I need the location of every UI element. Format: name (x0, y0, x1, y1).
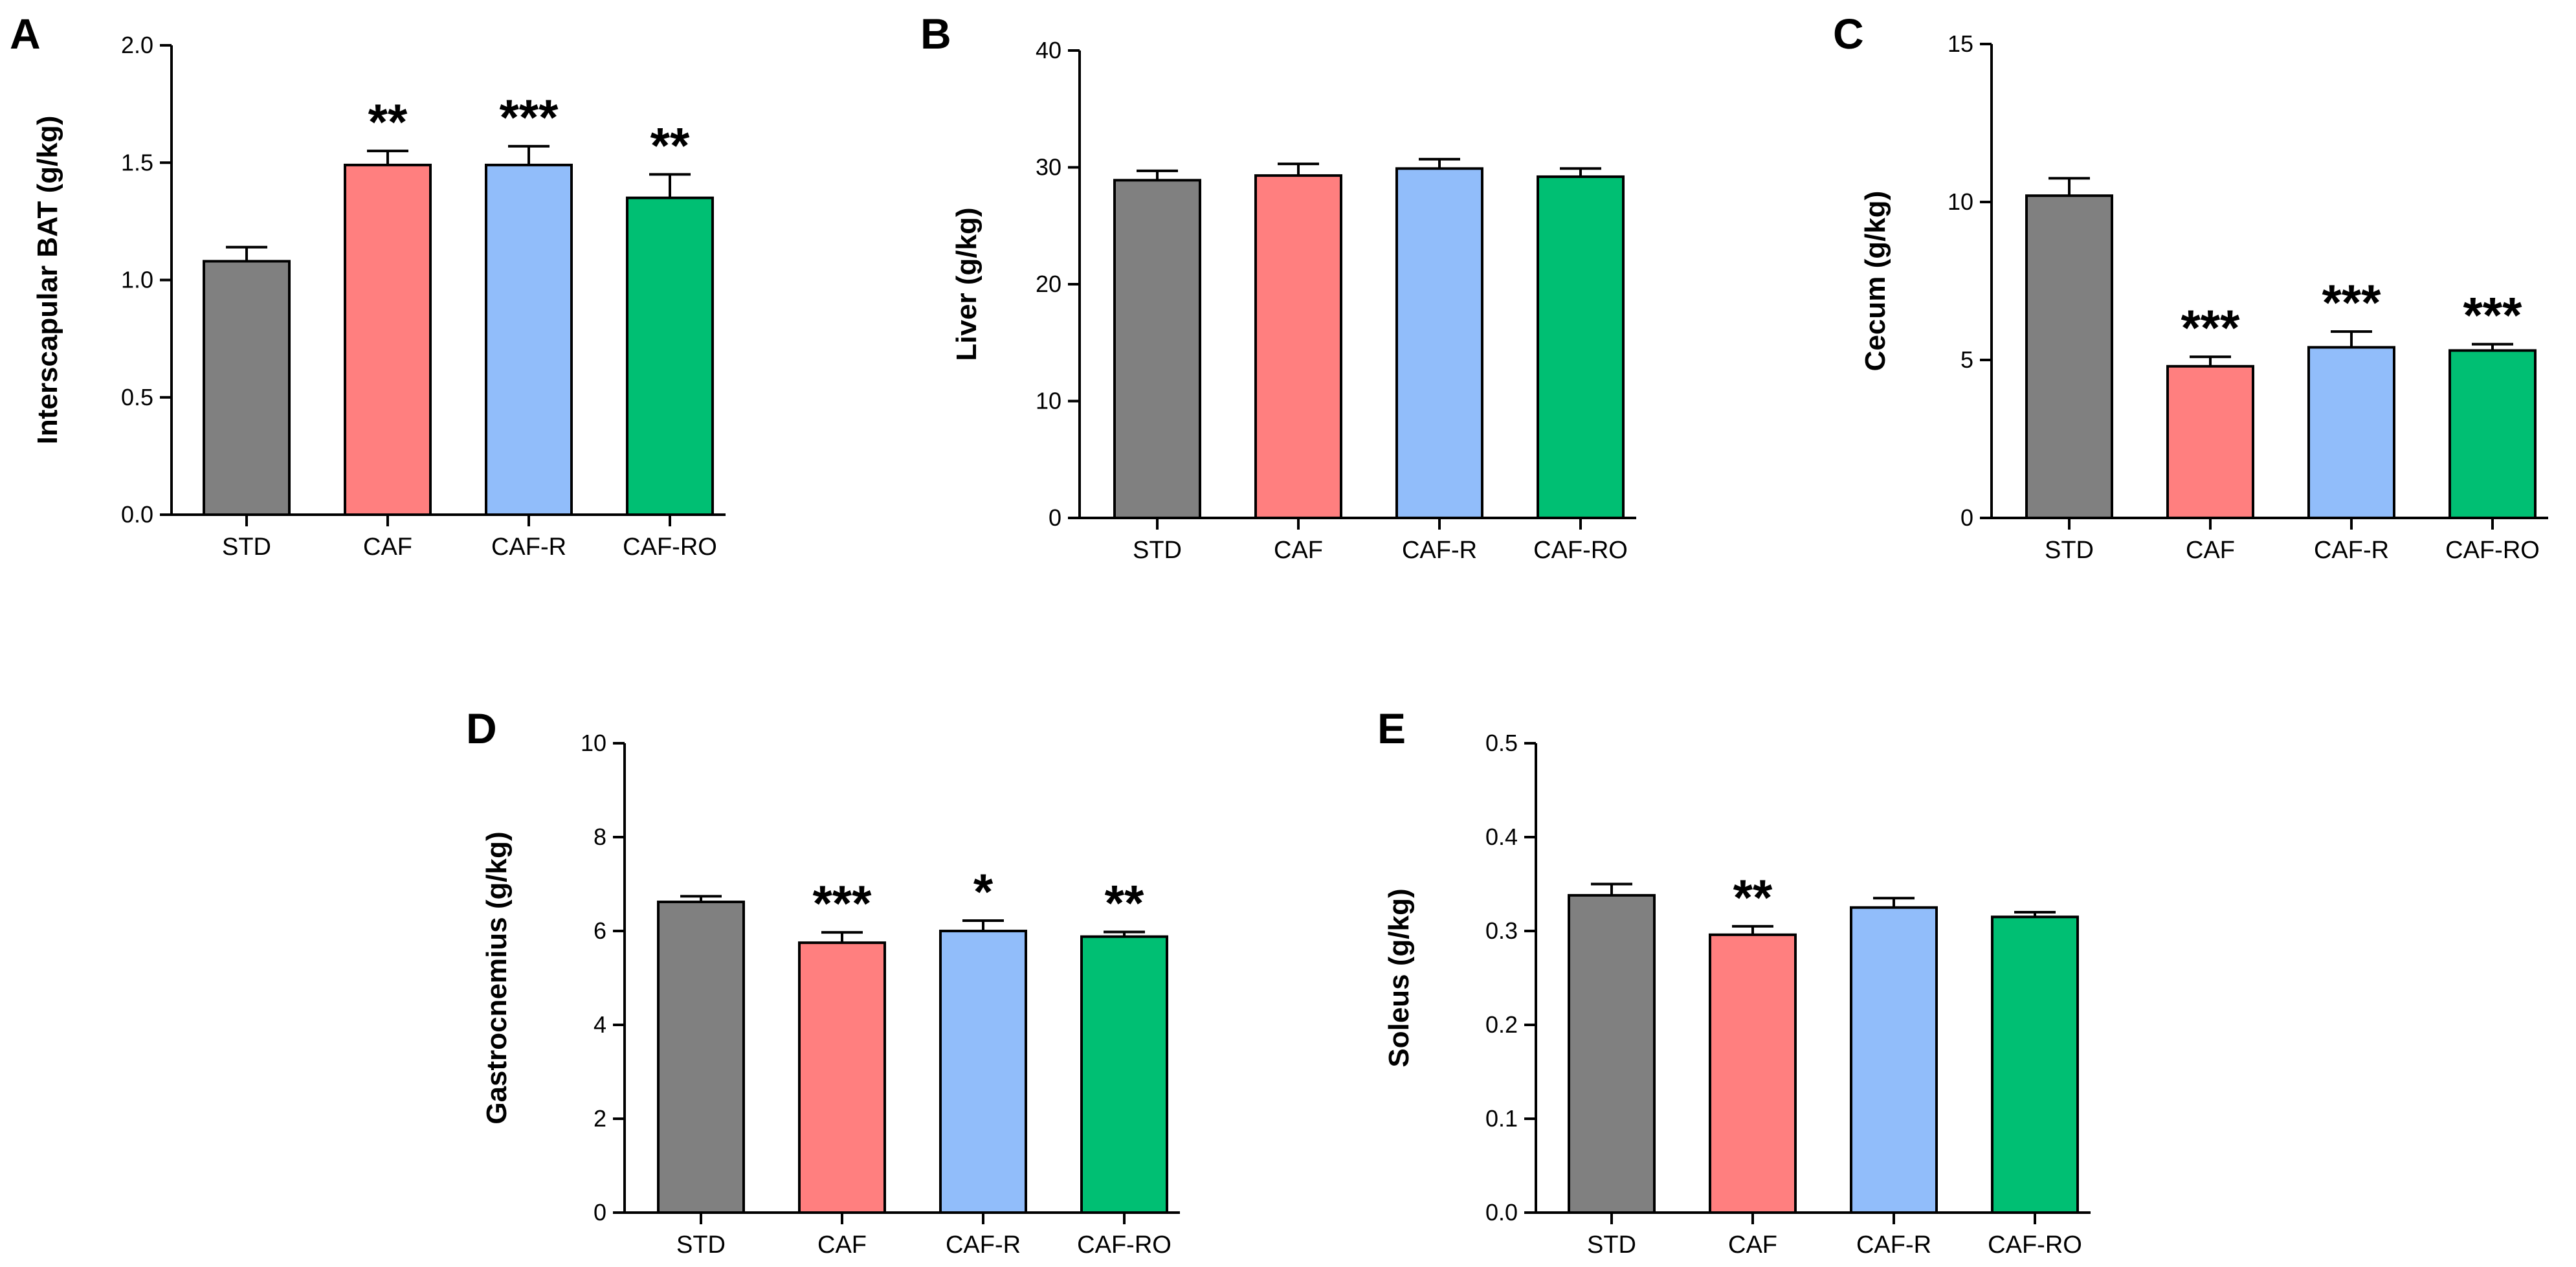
y-tick-label-a: 0.0 (121, 501, 153, 528)
significance-a-caf-ro: ** (650, 117, 690, 174)
y-axis-title-a: Interscapular BAT (g/kg) (32, 116, 63, 445)
y-tick-label-c: 5 (1960, 346, 1973, 373)
x-tick-label-b-std: STD (1133, 537, 1182, 564)
bar-e-caf-ro (1991, 915, 2079, 1214)
y-tick-label-b: 30 (1036, 154, 1061, 181)
x-tick-label-c-std: STD (2045, 537, 2094, 564)
bar-e-caf-r (1850, 906, 1938, 1214)
y-tick-label-a: 1.5 (121, 149, 153, 175)
y-axis-title-d: Gastrocnemius (g/kg) (481, 831, 513, 1124)
y-tick-label-e: 0.1 (1485, 1105, 1518, 1132)
bar-e-std (1568, 893, 1656, 1215)
y-tick-label-c: 0 (1960, 504, 1973, 531)
x-tick-label-e-caf-ro: CAF-RO (1988, 1231, 2082, 1259)
bar-b-caf (1254, 174, 1342, 519)
x-tick-label-e-caf-r: CAF-R (1856, 1231, 1931, 1259)
significance-c-caf-r: *** (2322, 274, 2381, 331)
x-tick-label-c-caf-r: CAF-R (2314, 537, 2389, 564)
bar-a-caf-ro (626, 196, 714, 516)
y-tick-label-b: 10 (1036, 388, 1061, 414)
x-tick-label-d-caf-r: CAF-R (946, 1231, 1021, 1259)
y-tick-label-c: 10 (1948, 188, 1973, 215)
panel-a: A Interscapular BAT (g/kg) 0.0 0.5 1.0 1.5 2.0… (10, 10, 726, 561)
panel-e: E Soleus (g/kg) 0.0 0.1 0.2 0.3 0.4 0.5 STD CAF **… (1377, 704, 2091, 1259)
x-tick-label-e-caf: CAF (1728, 1231, 1777, 1259)
bar-a-caf (344, 163, 432, 516)
x-tick-label-b-caf-ro: CAF-RO (1533, 537, 1628, 564)
y-tick-label-d: 6 (594, 917, 606, 944)
x-tick-label-d-std: STD (676, 1231, 726, 1259)
y-tick-label-e: 0.0 (1485, 1199, 1518, 1226)
y-axis-title-b: Liver (g/kg) (951, 207, 983, 361)
significance-a-caf-r: *** (499, 89, 559, 146)
x-tick-label-d-caf: CAF (817, 1231, 867, 1259)
x-tick-label-d-caf-ro: CAF-RO (1077, 1231, 1171, 1259)
y-tick-label-c: 15 (1948, 30, 1973, 57)
bar-d-std (657, 901, 745, 1215)
y-tick-label-d: 4 (594, 1011, 606, 1038)
y-axis-title-c: Cecum (g/kg) (1860, 191, 1891, 372)
y-tick-label-e: 0.3 (1485, 917, 1518, 944)
bar-c-std (2025, 194, 2113, 519)
significance-a-caf: ** (368, 93, 408, 150)
y-tick-label-b: 20 (1036, 271, 1061, 297)
bar-c-caf-r (2307, 346, 2395, 519)
panel-label-b: B (920, 10, 951, 58)
y-tick-label-d: 8 (594, 824, 606, 850)
bar-d-caf-r (939, 930, 1027, 1214)
significance-e-caf: ** (1733, 869, 1773, 926)
y-tick-label-d: 0 (594, 1199, 606, 1226)
significance-d-caf-ro: ** (1105, 874, 1144, 931)
significance-d-caf-r: * (973, 863, 994, 920)
bar-c-caf-ro (2448, 349, 2537, 519)
panel-label-e: E (1377, 704, 1406, 752)
x-tick-label-b-caf: CAF (1274, 537, 1323, 564)
significance-c-caf-ro: *** (2463, 287, 2522, 344)
y-tick-label-e: 0.4 (1485, 824, 1518, 850)
x-tick-label-c-caf-ro: CAF-RO (2445, 537, 2540, 564)
bar-b-std (1113, 179, 1201, 520)
panel-label-c: C (1833, 10, 1864, 58)
y-tick-label-e: 0.2 (1485, 1011, 1518, 1038)
bar-d-caf-ro (1080, 935, 1168, 1214)
y-tick-label-a: 2.0 (121, 32, 153, 58)
bar-e-caf (1709, 933, 1797, 1215)
panel-label-a: A (10, 10, 41, 58)
bar-d-caf (798, 941, 886, 1214)
y-tick-label-e: 0.5 (1485, 730, 1518, 756)
significance-d-caf: *** (812, 875, 872, 932)
y-tick-label-d: 10 (581, 730, 606, 756)
bar-b-caf-ro (1537, 175, 1625, 519)
panel-label-d: D (466, 704, 497, 752)
y-tick-label-b: 40 (1036, 37, 1061, 63)
x-tick-label-a-caf-ro: CAF-RO (623, 533, 717, 561)
panel-b: B Liver (g/kg) 0 10 20 30 40 STD CAF CAF-R CAF-RO (920, 10, 1636, 564)
y-tick-label-a: 0.5 (121, 384, 153, 410)
bar-a-caf-r (485, 163, 573, 516)
y-tick-label-a: 1.0 (121, 267, 153, 293)
x-tick-label-c-caf: CAF (2186, 537, 2235, 564)
y-axis-title-e: Soleus (g/kg) (1383, 888, 1415, 1067)
panel-c: C Cecum (g/kg) 0 5 10 15 STD CAF *** CAF-R *** CAF-… (1833, 10, 2548, 564)
x-tick-label-b-caf-r: CAF-R (1402, 537, 1477, 564)
x-tick-label-e-std: STD (1587, 1231, 1636, 1259)
bar-b-caf-r (1395, 167, 1483, 519)
bar-a-std (203, 260, 291, 516)
bar-c-caf (2166, 364, 2254, 520)
x-tick-label-a-caf-r: CAF-R (491, 533, 566, 561)
x-tick-label-a-std: STD (222, 533, 271, 561)
x-tick-label-a-caf: CAF (363, 533, 412, 561)
y-tick-label-b: 0 (1049, 504, 1061, 531)
significance-c-caf: *** (2181, 299, 2240, 356)
y-tick-label-d: 2 (594, 1105, 606, 1132)
